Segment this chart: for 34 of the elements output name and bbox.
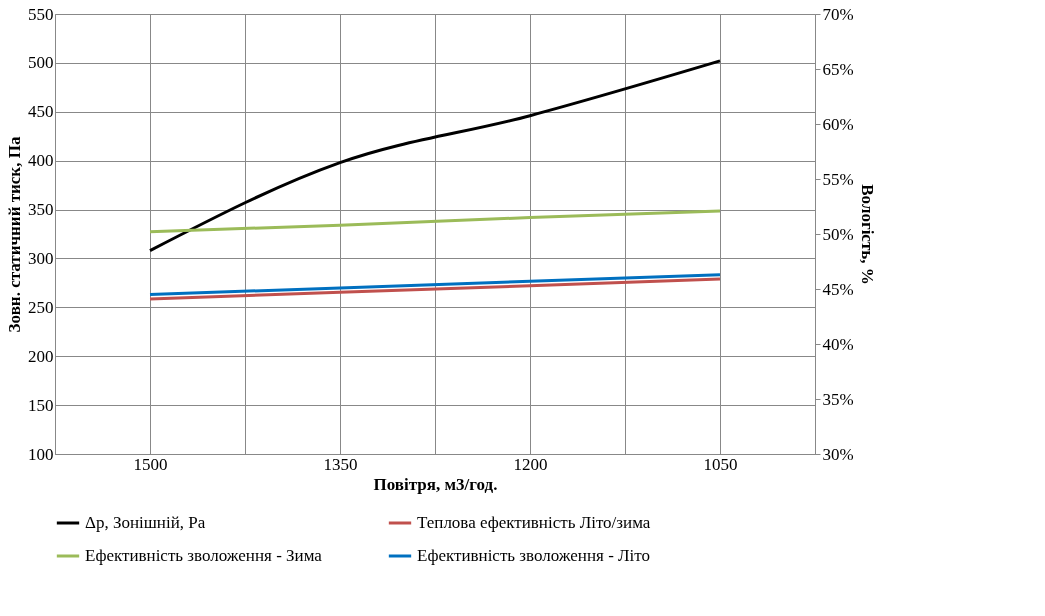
y-tick-label: 550 bbox=[28, 4, 54, 24]
y-tick-label: 450 bbox=[28, 102, 54, 122]
y-tick-label: 300 bbox=[28, 248, 54, 268]
y-tick-label: 200 bbox=[28, 346, 54, 366]
y-axis-title: Зовн. статичний тиск, Па bbox=[5, 136, 24, 333]
y-tick-label: 400 bbox=[28, 151, 54, 171]
line-series bbox=[148, 209, 722, 234]
legend-label: Теплова ефективність Літо/зима bbox=[417, 513, 651, 532]
y2-axis-title: Вологість, % bbox=[857, 184, 877, 285]
y-tick-label: 500 bbox=[28, 53, 54, 73]
x-axis-title: Повітря, м3/год. bbox=[373, 474, 498, 494]
y2-tick-label: 60% bbox=[822, 114, 854, 134]
y2-tick-label: 50% bbox=[822, 224, 854, 244]
y2-tick-label: 35% bbox=[822, 389, 854, 409]
x-tick-label: 1200 bbox=[513, 454, 548, 474]
y-tick-label: 100 bbox=[28, 444, 54, 464]
legend-label: Ефективність зволоження - Зима bbox=[85, 546, 323, 565]
y2-tick-label: 45% bbox=[822, 279, 854, 299]
line-series bbox=[148, 59, 722, 253]
x-tick-label: 1050 bbox=[703, 454, 738, 474]
y-tick-label: 250 bbox=[28, 297, 54, 317]
y2-tick-label: 70% bbox=[822, 4, 854, 24]
line-series bbox=[148, 277, 722, 301]
line-series bbox=[148, 273, 722, 296]
y2-tick-label: 65% bbox=[822, 59, 854, 79]
y2-tick-label: 40% bbox=[822, 334, 854, 354]
legend-label: Δp, Зонішній, Pa bbox=[85, 513, 206, 532]
x-tick-label: 1500 bbox=[133, 454, 168, 474]
legend-label: Ефективність зволоження - Літо bbox=[417, 546, 650, 565]
y2-tick-label: 30% bbox=[822, 444, 854, 464]
x-tick-label: 1350 bbox=[323, 454, 358, 474]
y2-tick-label: 55% bbox=[822, 169, 854, 189]
y-tick-label: 150 bbox=[28, 395, 54, 415]
y-tick-label: 350 bbox=[28, 200, 54, 220]
